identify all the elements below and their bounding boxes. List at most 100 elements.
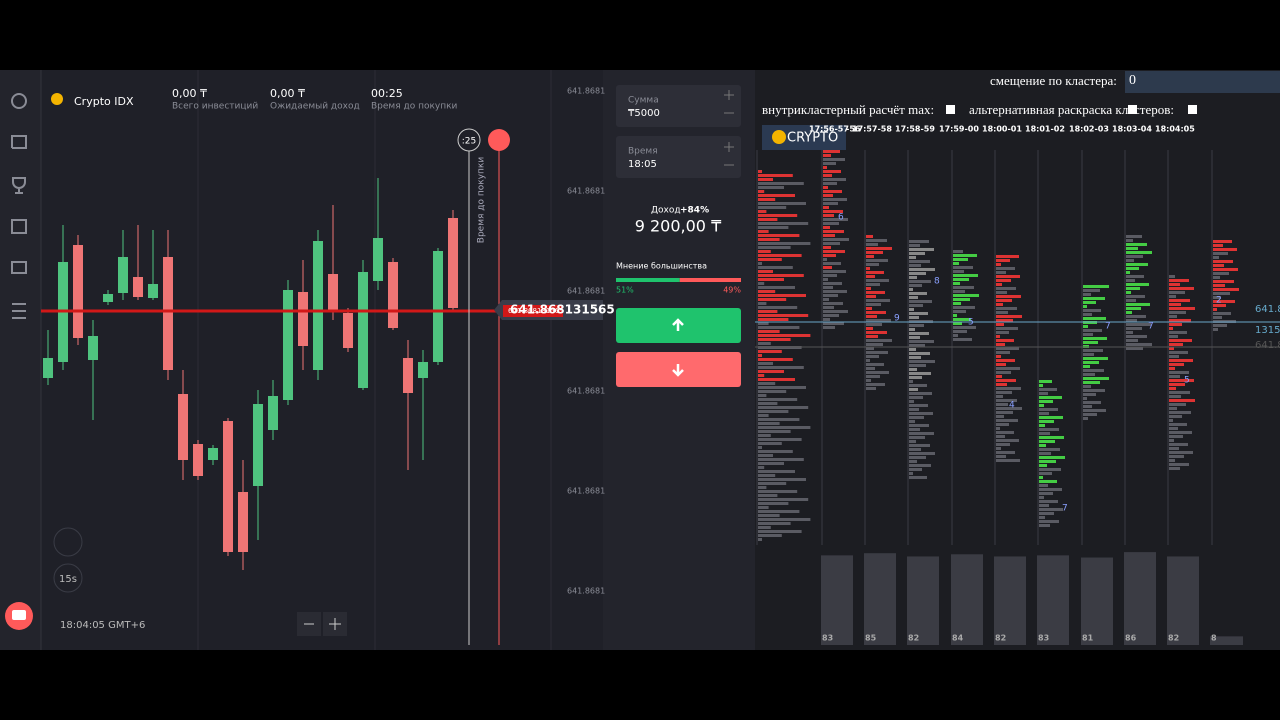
cluster-row	[823, 250, 845, 253]
cluster-row	[909, 356, 921, 359]
cluster-row	[996, 419, 1018, 422]
cluster-row	[866, 323, 882, 326]
cluster-row	[996, 319, 1013, 322]
cluster-row	[996, 379, 1016, 382]
time-field[interactable]	[616, 136, 741, 178]
asset-icon	[51, 93, 63, 105]
cluster-row	[909, 292, 927, 295]
cluster-row	[758, 426, 811, 429]
cluster-row	[758, 306, 798, 309]
cluster-time: 18:00-01	[982, 125, 1022, 134]
cluster-row	[758, 458, 804, 461]
offset-input[interactable]	[1125, 71, 1280, 93]
cluster-row	[909, 436, 925, 439]
cluster-row	[823, 214, 834, 217]
steppers[interactable]	[724, 90, 734, 166]
cluster-row	[909, 412, 933, 415]
cluster-row	[758, 514, 780, 517]
cluster-row	[866, 387, 876, 390]
cluster-row	[1169, 287, 1194, 290]
max-checkbox[interactable]	[1128, 105, 1137, 114]
cluster-row	[909, 400, 914, 403]
cluster-annotation: 9	[894, 314, 900, 324]
volume-bar	[1167, 556, 1199, 645]
cluster-row	[866, 351, 888, 354]
cluster-row	[996, 411, 1013, 414]
cluster-row	[823, 198, 847, 201]
cluster-row	[1039, 444, 1046, 447]
majority-title: Мнение большинства	[616, 262, 707, 271]
cluster-row	[953, 310, 966, 313]
cluster-row	[1126, 259, 1134, 262]
cluster-row	[1039, 432, 1050, 435]
cluster-time: 18:02-03	[1069, 125, 1109, 134]
cluster-row	[866, 339, 892, 342]
zoom-icons	[304, 618, 341, 630]
cluster-row	[996, 299, 1012, 302]
cluster-row	[953, 294, 979, 297]
stat-value: 0,00 ₸	[270, 87, 305, 100]
cluster-row	[823, 150, 840, 153]
cluster-row	[758, 230, 769, 233]
cluster-row	[996, 383, 1007, 386]
cluster-row	[996, 391, 1012, 394]
cluster-row	[1169, 295, 1176, 298]
timer-caption: Время до покупки	[477, 157, 487, 244]
price-label: 641.8681	[567, 87, 605, 96]
cluster-row	[953, 330, 967, 333]
max-checkbox[interactable]	[946, 105, 955, 114]
cluster-row	[823, 318, 830, 321]
candles	[43, 178, 458, 570]
amount-field[interactable]	[616, 85, 741, 127]
cluster-row	[909, 348, 916, 351]
cluster-row	[823, 178, 846, 181]
cluster-row	[1039, 452, 1051, 455]
cluster-row	[823, 158, 845, 161]
cluster-row	[1039, 516, 1045, 519]
cluster-row	[1169, 419, 1173, 422]
cluster-row	[909, 324, 924, 327]
sidebar-icons[interactable]	[11, 93, 27, 319]
offset-value: 0	[1129, 73, 1136, 88]
cluster-time: 17:59-00	[939, 125, 979, 134]
cluster-row	[758, 418, 800, 421]
cluster-row	[1083, 305, 1087, 308]
cluster-row	[996, 371, 1011, 374]
cluster-row	[1126, 283, 1149, 286]
cluster-row	[1169, 439, 1174, 442]
timer: :25	[462, 137, 476, 147]
interval-button[interactable]	[53, 563, 83, 593]
chart-type-button[interactable]	[53, 527, 83, 557]
cluster-row	[1213, 272, 1229, 275]
cluster-row	[866, 251, 883, 254]
cluster-row	[758, 254, 802, 257]
volume-bar	[1037, 555, 1069, 645]
cluster-row	[1169, 387, 1176, 390]
cluster-row	[1039, 392, 1048, 395]
cluster-row	[909, 408, 919, 411]
price-label: 641.8681	[567, 187, 605, 196]
candle-body	[448, 218, 458, 308]
cluster-row	[909, 448, 921, 451]
cluster-row	[758, 170, 762, 173]
cluster-row	[1213, 276, 1220, 279]
cluster-row	[1169, 447, 1179, 450]
alt-checkbox[interactable]	[1188, 105, 1197, 114]
cluster-row	[953, 286, 974, 289]
cluster-row	[1169, 375, 1180, 378]
cluster-row	[1039, 384, 1043, 387]
cluster-row	[1126, 347, 1143, 350]
cluster-row	[1169, 343, 1183, 346]
cluster-row	[866, 303, 881, 306]
expiry-circle	[488, 129, 510, 151]
cluster-row	[866, 291, 885, 294]
cluster-row	[1169, 283, 1180, 286]
cluster-row	[1126, 339, 1138, 342]
cluster-row	[1213, 260, 1233, 263]
cluster-row	[909, 396, 923, 399]
cluster-row	[866, 343, 883, 346]
cluster-row	[1083, 389, 1105, 392]
cluster-row	[996, 447, 1001, 450]
cluster-row	[866, 311, 886, 314]
cluster-row	[1039, 420, 1054, 423]
